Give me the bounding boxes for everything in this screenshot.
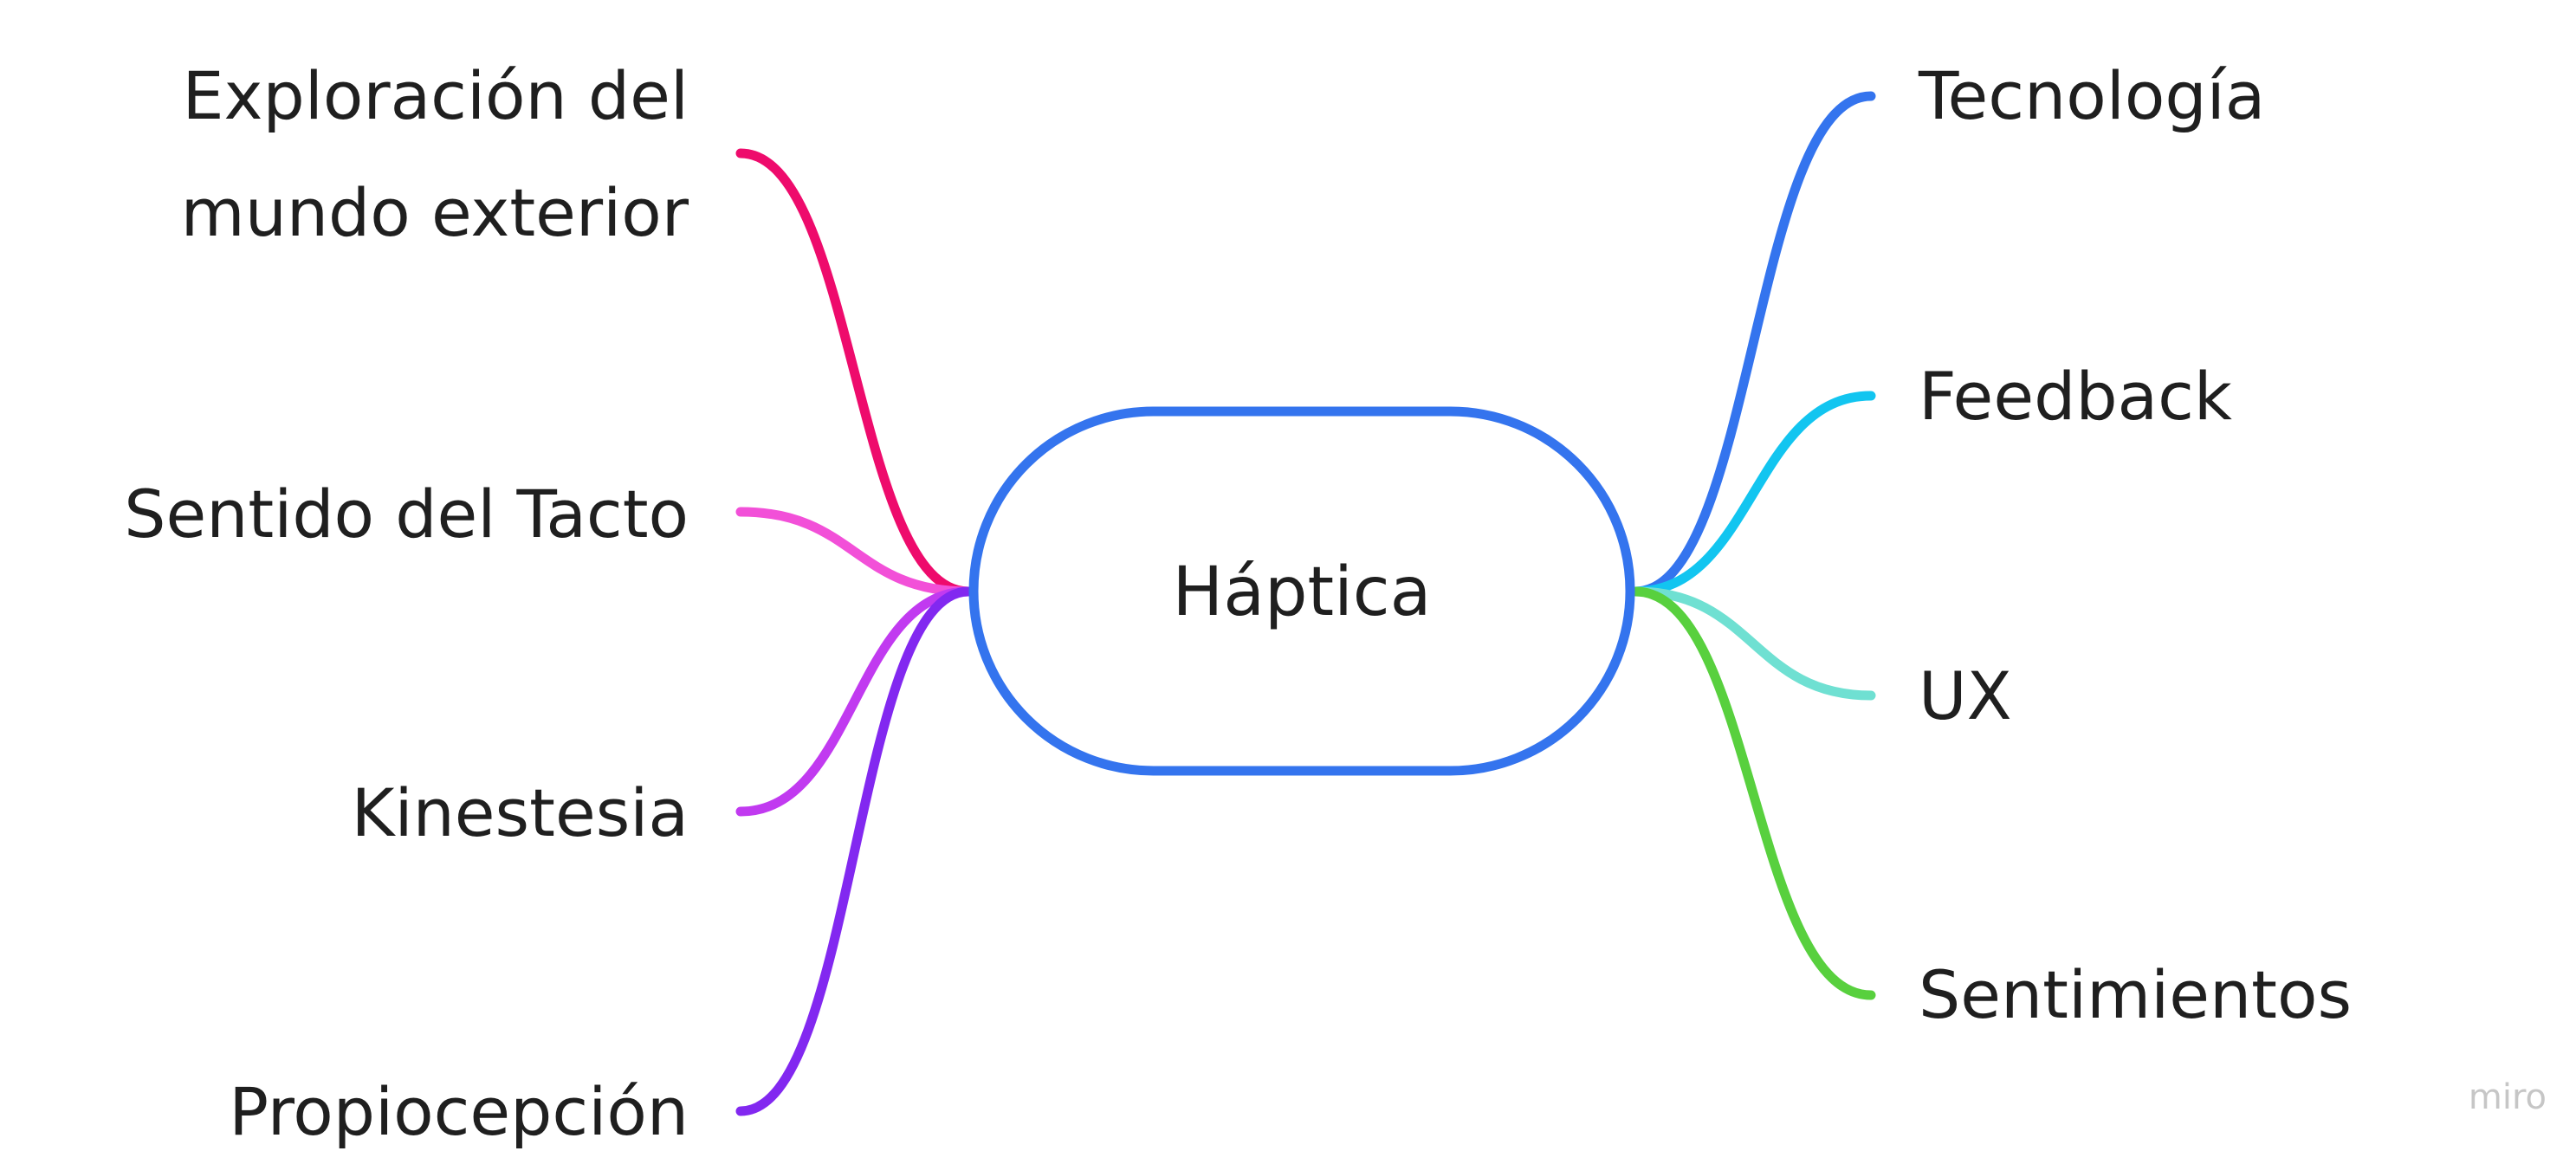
node-propiocepcion[interactable]: Propiocepción [229, 1073, 689, 1150]
node-feedback[interactable]: Feedback [1919, 358, 2232, 435]
node-propiocepcion-line: Propiocepción [229, 1073, 689, 1150]
node-tecnologia-line: Tecnología [1918, 57, 2265, 134]
node-exploracion-line: mundo exterior [181, 174, 689, 251]
node-exploracion-line: Exploración del [182, 57, 689, 134]
node-kinestesia-line: Kinestesia [352, 774, 689, 851]
node-ux-line: UX [1919, 657, 2012, 734]
branch-ux [1630, 586, 1876, 701]
branch-propiocepcion [735, 586, 974, 1116]
center-node[interactable] [968, 406, 1635, 776]
center-node-label: Háptica [1173, 553, 1432, 631]
branch-sentimientos [1630, 586, 1876, 1000]
node-kinestesia[interactable]: Kinestesia [352, 774, 689, 851]
branch-exploracion [735, 148, 974, 597]
node-tecnologia[interactable]: Tecnología [1918, 57, 2265, 134]
node-sentimientos[interactable]: Sentimientos [1919, 956, 2352, 1033]
miro-watermark: miro [2469, 1077, 2547, 1117]
node-ux[interactable]: UX [1919, 657, 2012, 734]
node-feedback-line: Feedback [1919, 358, 2232, 435]
branch-tacto [735, 507, 974, 597]
node-tacto[interactable]: Sentido del Tacto [124, 475, 689, 553]
node-tacto-line: Sentido del Tacto [124, 475, 689, 553]
branch-connectors [735, 91, 1876, 1116]
node-labels: Exploración del mundo exterior Sentido del… [124, 57, 2352, 1150]
branch-feedback [1630, 391, 1876, 597]
node-exploracion[interactable]: Exploración del mundo exterior [181, 57, 689, 251]
node-sentimientos-line: Sentimientos [1919, 956, 2352, 1033]
branch-kinestesia [735, 586, 974, 817]
branch-tecnologia [1630, 91, 1876, 597]
